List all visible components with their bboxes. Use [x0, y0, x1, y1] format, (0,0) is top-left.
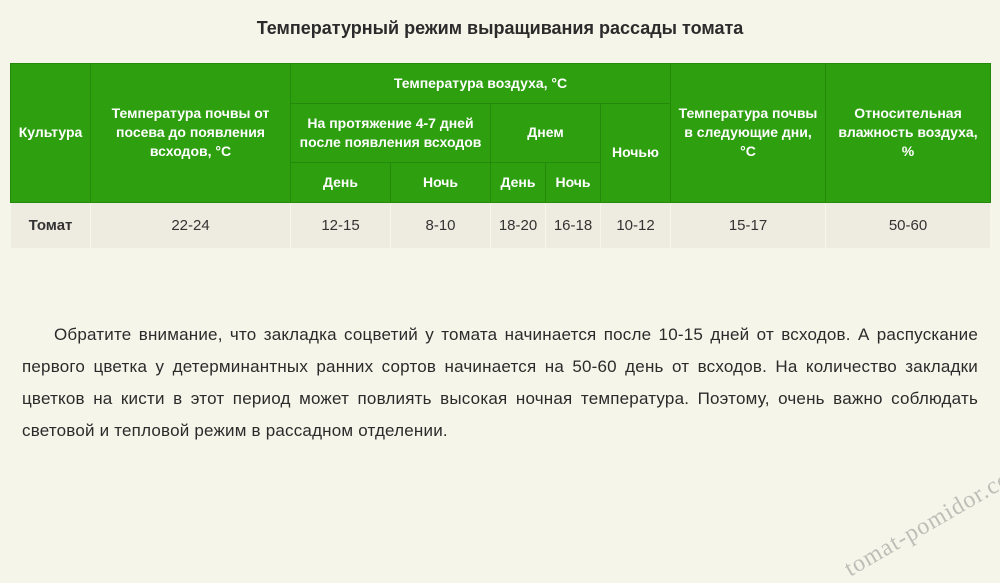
th-sub-night-1: Ночь: [391, 162, 491, 202]
th-night: Ночью: [601, 103, 671, 202]
th-sub-night-2: Ночь: [546, 162, 601, 202]
cell-soil-sow: 22-24: [91, 202, 291, 248]
cell-after-day: 12-15: [291, 202, 391, 248]
th-sub-day-2: День: [491, 162, 546, 202]
temperature-table: Культура Температура почвы от посева до …: [10, 63, 991, 249]
page-title: Температурный режим выращивания рассады …: [10, 18, 990, 39]
cell-soil-following: 15-17: [671, 202, 826, 248]
page: Температурный режим выращивания рассады …: [10, 0, 990, 448]
table-body: Томат 22-24 12-15 8-10 18-20 16-18 10-12…: [11, 202, 991, 248]
th-day-group: Днем: [491, 103, 601, 162]
cell-after-night: 8-10: [391, 202, 491, 248]
th-air-group: Температура воздуха, °С: [291, 64, 671, 104]
table-header: Культура Температура почвы от посева до …: [11, 64, 991, 203]
th-culture: Культура: [11, 64, 91, 203]
th-soil-sow: Температура почвы от посева до появления…: [91, 64, 291, 203]
cell-culture: Томат: [11, 202, 91, 248]
table-row: Томат 22-24 12-15 8-10 18-20 16-18 10-12…: [11, 202, 991, 248]
cell-night: 10-12: [601, 202, 671, 248]
cell-day-night: 16-18: [546, 202, 601, 248]
th-after-4-7: На протяжение 4-7 дней после появления в…: [291, 103, 491, 162]
th-soil-following: Температура почвы в следующие дни, °С: [671, 64, 826, 203]
cell-day-day: 18-20: [491, 202, 546, 248]
th-humidity: Относительная влажность воздуха, %: [826, 64, 991, 203]
watermark: tomat-pomidor.com: [840, 456, 1000, 583]
body-paragraph: Обратите внимание, что закладка соцветий…: [10, 319, 990, 448]
body-text-content: Обратите внимание, что закладка соцветий…: [22, 319, 978, 448]
cell-humidity: 50-60: [826, 202, 991, 248]
th-sub-day-1: День: [291, 162, 391, 202]
